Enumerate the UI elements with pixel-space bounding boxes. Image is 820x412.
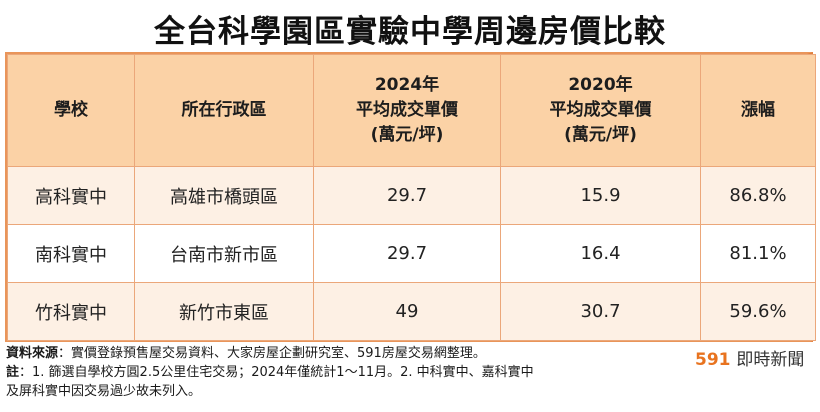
note-line-1: 註：1. 篩選自學校方圓2.5公里住宅交易；2024年僅統計1～11月。2. 中… [6, 363, 686, 382]
source-line: 資料來源：實價登錄預售屋交易資料、大家房屋企劃研究室、591房屋交易網整理。 [6, 344, 686, 363]
note-label: 註 [6, 365, 20, 380]
cell-increase: 86.8% [700, 166, 816, 225]
cell-price-2024: 29.7 [313, 166, 501, 225]
table-row: 南科實中 台南市新市區 29.7 16.4 81.1% [7, 224, 816, 283]
cell-district: 新竹市東區 [134, 282, 314, 341]
note-line-2: 及屏科實中因交易過少故未列入。 [6, 384, 202, 399]
header-increase: 漲幅 [700, 54, 816, 167]
header-school: 學校 [7, 54, 135, 167]
cell-price-2020: 16.4 [500, 224, 701, 283]
brand-number: 591 [695, 350, 731, 370]
brand-text: 即時新聞 [736, 350, 805, 370]
cell-price-2020: 15.9 [500, 166, 701, 225]
comparison-table: 學校 所在行政區 2024年 平均成交單價 (萬元/坪) 2020年 平均成交單… [5, 52, 816, 342]
cell-school: 竹科實中 [7, 282, 135, 341]
page-title: 全台科學園區實驗中學周邊房價比較 [154, 14, 666, 50]
source-label: 資料來源 [6, 346, 59, 361]
cell-price-2024: 49 [313, 282, 501, 341]
cell-district: 高雄市橋頭區 [134, 166, 314, 225]
table-row: 竹科實中 新竹市東區 49 30.7 59.6% [7, 282, 816, 341]
cell-district: 台南市新市區 [134, 224, 314, 283]
table-header-row: 學校 所在行政區 2024年 平均成交單價 (萬元/坪) 2020年 平均成交單… [7, 54, 816, 167]
cell-school: 南科實中 [7, 224, 135, 283]
note-text-1: ：1. 篩選自學校方圓2.5公里住宅交易；2024年僅統計1～11月。2. 中科… [19, 365, 534, 380]
cell-increase: 59.6% [700, 282, 816, 341]
table-row: 高科實中 高雄市橋頭區 29.7 15.9 86.8% [7, 166, 816, 225]
cell-price-2024: 29.7 [313, 224, 501, 283]
header-district: 所在行政區 [134, 54, 314, 167]
header-price-2024: 2024年 平均成交單價 (萬元/坪) [313, 54, 501, 167]
cell-school: 高科實中 [7, 166, 135, 225]
cell-increase: 81.1% [700, 224, 816, 283]
footnotes: 資料來源：實價登錄預售屋交易資料、大家房屋企劃研究室、591房屋交易網整理。 註… [6, 344, 686, 401]
header-price-2020: 2020年 平均成交單價 (萬元/坪) [500, 54, 701, 167]
source-text: ：實價登錄預售屋交易資料、大家房屋企劃研究室、591房屋交易網整理。 [58, 346, 486, 361]
brand-logo: 591 即時新聞 [695, 345, 820, 370]
cell-price-2020: 30.7 [500, 282, 701, 341]
